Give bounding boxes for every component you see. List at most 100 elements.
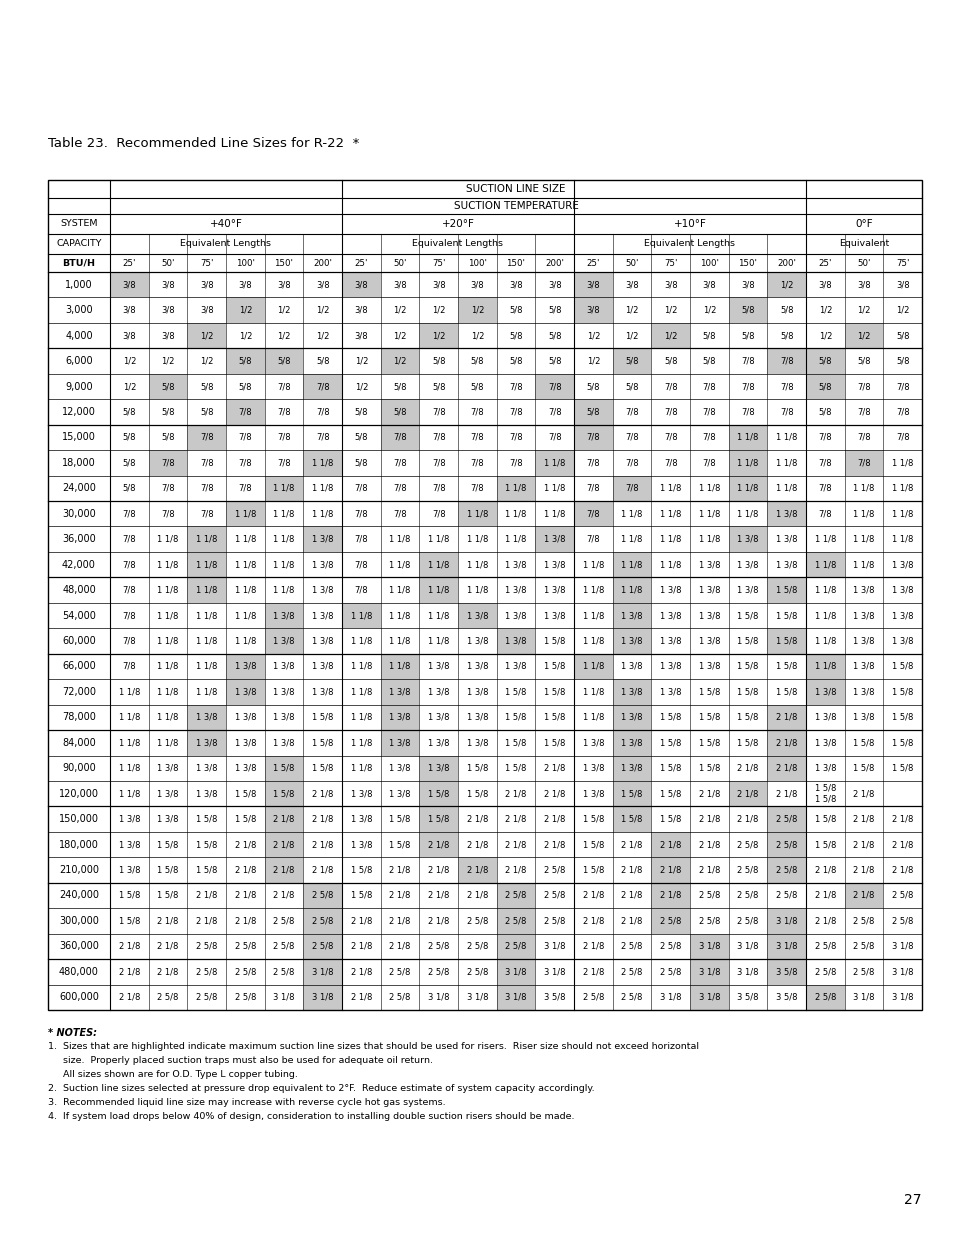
- Bar: [728, 526, 766, 552]
- Text: 7/8: 7/8: [857, 433, 870, 442]
- Text: 2 1/8: 2 1/8: [466, 815, 488, 824]
- Text: 1 1/8: 1 1/8: [389, 585, 410, 594]
- Text: 100': 100': [235, 258, 254, 268]
- Bar: [766, 806, 805, 832]
- Bar: [689, 960, 728, 984]
- Bar: [766, 629, 805, 653]
- Text: 1/2: 1/2: [393, 331, 406, 340]
- Text: 7/8: 7/8: [586, 509, 599, 519]
- Text: 3/8: 3/8: [277, 280, 291, 289]
- Text: 1 3/8: 1 3/8: [312, 662, 333, 671]
- Text: 1 3/8: 1 3/8: [157, 789, 178, 798]
- Text: 3/8: 3/8: [663, 280, 677, 289]
- Text: 2 1/8: 2 1/8: [351, 967, 372, 977]
- Text: 7/8: 7/8: [122, 561, 136, 569]
- Text: 1 3/8: 1 3/8: [698, 611, 720, 620]
- Text: 2 1/8: 2 1/8: [118, 967, 140, 977]
- Bar: [766, 908, 805, 934]
- Bar: [110, 272, 149, 298]
- Bar: [226, 298, 264, 322]
- Bar: [149, 450, 187, 475]
- Text: 1 1/8: 1 1/8: [737, 433, 758, 442]
- Text: 1 3/8: 1 3/8: [157, 815, 178, 824]
- Text: 1 3/8: 1 3/8: [312, 585, 333, 594]
- Text: 75': 75': [895, 258, 908, 268]
- Text: 1 3/8: 1 3/8: [891, 611, 912, 620]
- Text: 7/8: 7/8: [857, 382, 870, 391]
- Text: 1/2: 1/2: [315, 306, 329, 315]
- Text: 2 5/8: 2 5/8: [891, 916, 912, 925]
- Bar: [805, 348, 843, 374]
- Bar: [766, 934, 805, 960]
- Text: 7/8: 7/8: [199, 458, 213, 467]
- Bar: [226, 653, 264, 679]
- Text: 7/8: 7/8: [547, 408, 561, 416]
- Bar: [535, 526, 574, 552]
- Text: 2 1/8: 2 1/8: [891, 840, 912, 850]
- Text: Equivalent Lengths: Equivalent Lengths: [180, 240, 272, 248]
- Text: 1 3/8: 1 3/8: [891, 561, 912, 569]
- Text: 2 1/8: 2 1/8: [814, 866, 835, 874]
- Bar: [766, 348, 805, 374]
- Text: 7/8: 7/8: [161, 509, 174, 519]
- Text: 2 1/8: 2 1/8: [852, 890, 874, 900]
- Text: 1 3/8: 1 3/8: [582, 739, 603, 747]
- Text: 1 5/8: 1 5/8: [814, 840, 835, 850]
- Text: 2 1/8: 2 1/8: [737, 789, 758, 798]
- Text: 2 5/8: 2 5/8: [852, 942, 874, 951]
- Text: 1 5/8: 1 5/8: [428, 815, 449, 824]
- Text: 2 5/8: 2 5/8: [775, 866, 797, 874]
- Text: 2 5/8: 2 5/8: [312, 942, 333, 951]
- Text: 1 3/8: 1 3/8: [814, 713, 835, 721]
- Text: 1 3/8: 1 3/8: [118, 840, 140, 850]
- Text: 7/8: 7/8: [161, 458, 174, 467]
- Text: 1 3/8: 1 3/8: [582, 789, 603, 798]
- Text: 2 1/8: 2 1/8: [814, 916, 835, 925]
- Text: 1/2: 1/2: [586, 357, 599, 366]
- Text: SYSTEM: SYSTEM: [60, 220, 97, 228]
- Text: 1 1/8: 1 1/8: [351, 739, 372, 747]
- Text: 1 3/8: 1 3/8: [466, 688, 488, 697]
- Text: 1 1/8: 1 1/8: [351, 611, 372, 620]
- Text: 2 1/8: 2 1/8: [428, 866, 449, 874]
- Text: 3/8: 3/8: [701, 280, 716, 289]
- Text: 3/8: 3/8: [547, 280, 561, 289]
- Text: 1/2: 1/2: [470, 306, 483, 315]
- Text: 27: 27: [903, 1193, 921, 1207]
- Text: 2 1/8: 2 1/8: [428, 890, 449, 900]
- Text: 2 5/8: 2 5/8: [234, 967, 255, 977]
- Text: 1 1/8: 1 1/8: [118, 739, 140, 747]
- Bar: [612, 552, 651, 578]
- Bar: [187, 322, 226, 348]
- Text: 1 5/8: 1 5/8: [891, 662, 912, 671]
- Text: 1 3/8: 1 3/8: [273, 662, 294, 671]
- Text: 2 1/8: 2 1/8: [312, 840, 333, 850]
- Text: 7/8: 7/8: [355, 585, 368, 594]
- Text: 1 3/8: 1 3/8: [428, 713, 449, 721]
- Text: 1 5/8: 1 5/8: [659, 763, 680, 773]
- Bar: [497, 629, 535, 653]
- Text: 1 5/8: 1 5/8: [428, 789, 449, 798]
- Text: 1/2: 1/2: [818, 331, 831, 340]
- Text: 7/8: 7/8: [355, 484, 368, 493]
- Text: 2 1/8: 2 1/8: [505, 840, 526, 850]
- Text: 1 1/8: 1 1/8: [428, 535, 449, 543]
- Text: 1 3/8: 1 3/8: [505, 662, 526, 671]
- Text: +10°F: +10°F: [673, 219, 706, 228]
- Text: 1 3/8: 1 3/8: [312, 561, 333, 569]
- Text: 1 5/8: 1 5/8: [737, 688, 758, 697]
- Text: 9,000: 9,000: [65, 382, 92, 391]
- Text: 2 5/8: 2 5/8: [195, 967, 217, 977]
- Text: 1 3/8: 1 3/8: [350, 815, 372, 824]
- Text: 3 1/8: 3 1/8: [891, 967, 912, 977]
- Text: 2 5/8: 2 5/8: [543, 916, 565, 925]
- Text: 1 5/8: 1 5/8: [775, 636, 797, 646]
- Text: 2 5/8: 2 5/8: [273, 942, 294, 951]
- Text: 3 1/8: 3 1/8: [698, 967, 720, 977]
- Bar: [264, 857, 303, 883]
- Text: 1 3/8: 1 3/8: [312, 688, 333, 697]
- Bar: [380, 679, 419, 705]
- Text: 1 5/8: 1 5/8: [312, 713, 333, 721]
- Text: 3/8: 3/8: [122, 331, 136, 340]
- Text: 5/8: 5/8: [701, 331, 716, 340]
